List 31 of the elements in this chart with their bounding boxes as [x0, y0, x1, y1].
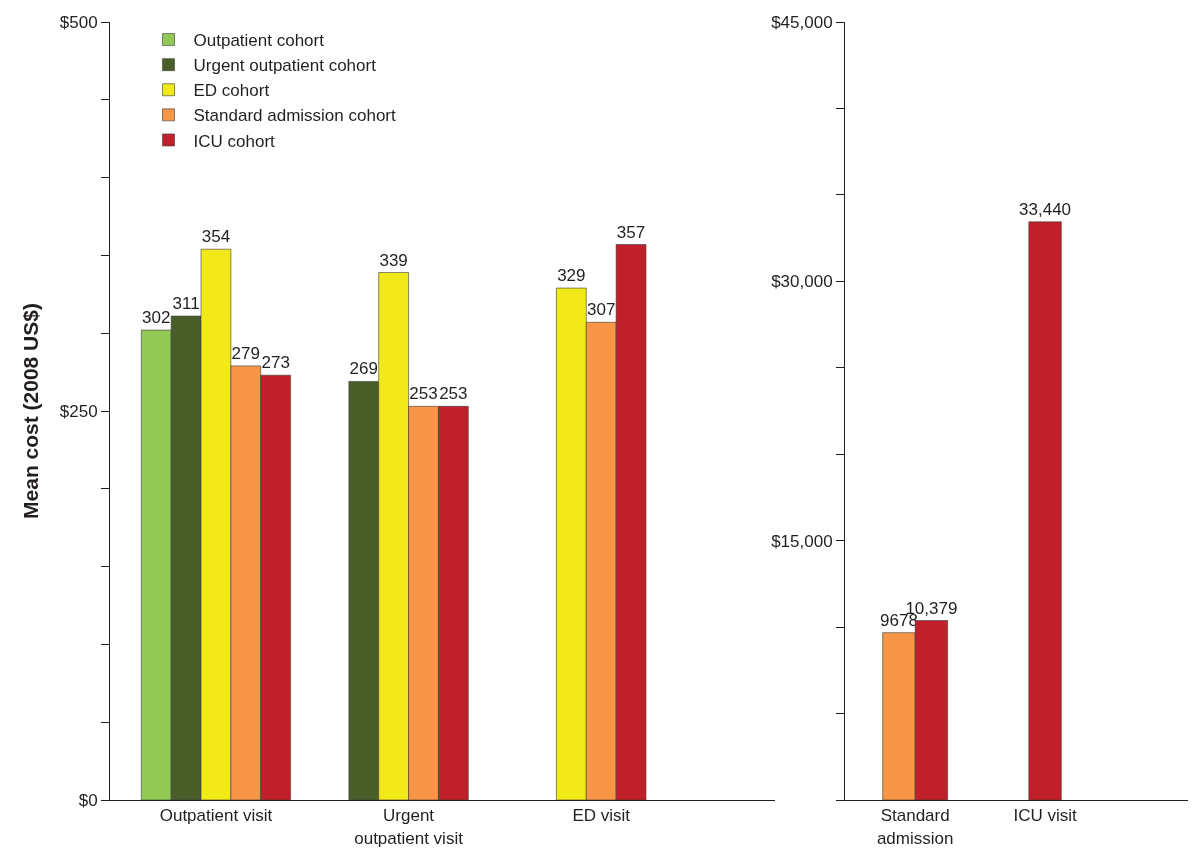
legend-label: ED cohort: [193, 81, 270, 101]
legend-label: Standard admission cohort: [193, 106, 397, 126]
x-tick-label: ED visit: [572, 806, 631, 826]
y-tick-label: $30,000: [771, 272, 833, 292]
data-label: 357: [616, 222, 646, 242]
legend-label: ICU cohort: [193, 131, 276, 151]
data-label: 311: [172, 294, 200, 314]
data-label: 329: [557, 266, 586, 286]
y-tick-label: $0: [78, 790, 98, 810]
y-tick-label: $250: [59, 401, 98, 421]
data-label: 302: [142, 308, 171, 328]
y-tick-label: $45,000: [771, 12, 833, 32]
legend-label: Outpatient cohort: [193, 31, 325, 51]
data-label: 253: [439, 384, 468, 404]
data-label: 269: [349, 359, 378, 379]
data-label: 354: [201, 227, 231, 247]
data-label: 279: [231, 343, 260, 363]
data-label: 33,440: [1019, 199, 1072, 219]
x-tick-label: Standard admission: [876, 806, 954, 848]
y-tick-label: $15,000: [771, 531, 833, 551]
x-tick-label: Urgent outpatient visit: [354, 806, 464, 848]
x-tick-label: Outpatient visit: [159, 806, 273, 826]
data-label: 339: [379, 250, 408, 270]
y-axis-title: Mean cost (2008 US$): [18, 303, 42, 519]
data-label: 307: [587, 300, 616, 320]
data-label: 253: [409, 384, 438, 404]
data-label: 273: [261, 353, 290, 373]
legend-label: Urgent outpatient cohort: [193, 56, 377, 76]
x-tick-label: ICU visit: [1013, 806, 1077, 826]
bar: [1028, 221, 1062, 800]
y-tick-label: $500: [59, 12, 98, 32]
